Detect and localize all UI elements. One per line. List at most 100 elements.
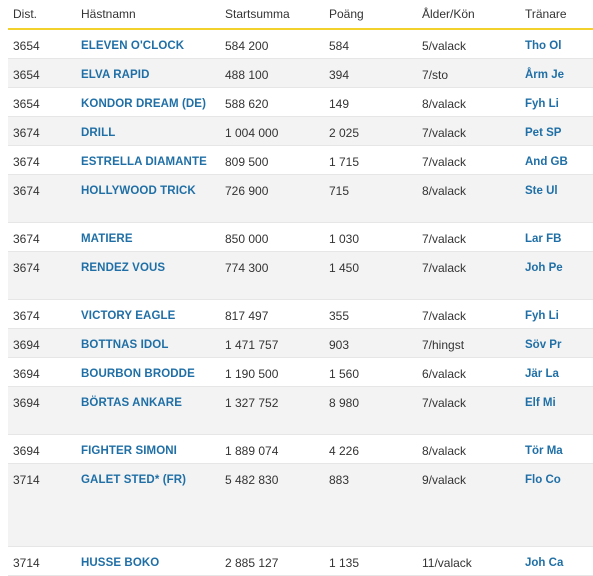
header-age[interactable]: Ålder/Kön xyxy=(417,0,520,30)
dist-cell: 3654 xyxy=(13,39,40,53)
points-cell: 1 030 xyxy=(329,232,360,246)
header-trainer[interactable]: Tränare xyxy=(520,0,593,30)
startsumma-cell: 1 471 757 xyxy=(220,328,324,358)
dist-cell: 3694 xyxy=(8,434,76,464)
dist-cell: 3654 xyxy=(13,68,40,82)
header-sum[interactable]: Startsumma xyxy=(220,0,324,30)
points-cell: 2 025 xyxy=(324,116,417,146)
points-cell: 903 xyxy=(324,328,417,358)
trainer-cell: Ste Ul xyxy=(520,174,593,223)
horse-name-link[interactable]: VICTORY EAGLE xyxy=(81,310,176,322)
trainer-link[interactable]: Elf Mi xyxy=(525,397,556,409)
horse-name-cell: BÖRTAS ANKARE xyxy=(76,386,220,435)
trainer-link[interactable]: Flo Co xyxy=(525,474,561,486)
horse-name-link[interactable]: BÖRTAS ANKARE xyxy=(81,397,182,409)
horse-name-cell: BOTTNAS IDOL xyxy=(76,328,220,358)
startsumma-cell: 1 190 500 xyxy=(220,357,324,387)
horse-name-link[interactable]: HOLLYWOOD TRICK xyxy=(81,185,196,197)
age-gender-cell: 8/valack xyxy=(417,434,520,464)
points-cell: 1 135 xyxy=(329,556,360,570)
header-name[interactable]: Hästnamn xyxy=(76,0,220,30)
trainer-link[interactable]: Ste Ul xyxy=(525,185,558,197)
startsumma-cell: 774 300 xyxy=(225,261,269,275)
dist-cell: 3714 xyxy=(13,473,40,487)
header-points[interactable]: Poäng xyxy=(324,0,417,30)
points-cell: 1 450 xyxy=(329,261,360,275)
trainer-link[interactable]: Lar FB xyxy=(525,233,562,245)
dist-cell: 3674 xyxy=(8,299,76,329)
points-cell: 355 xyxy=(324,299,417,329)
points-cell: 1 560 xyxy=(324,357,417,387)
trainer-cell: And GB xyxy=(520,145,593,175)
startsumma-cell: 809 500 xyxy=(225,155,269,169)
startsumma-cell: 588 620 xyxy=(220,87,324,117)
trainer-link[interactable]: Årm Je xyxy=(525,69,564,81)
startsumma-cell: 850 000 xyxy=(225,232,269,246)
age-gender-cell: 7/hingst xyxy=(417,328,520,358)
table-row: 3714 HUSSE BOKO 2 885 127 1 135 11/valack Joh… xyxy=(8,546,593,576)
age-gender-cell: 7/valack xyxy=(417,222,520,252)
age-gender-cell: 7/sto xyxy=(422,68,449,82)
horse-table: Dist. Hästnamn Startsumma Poäng Ålder/Kö… xyxy=(8,0,593,576)
table-row: 3694 BOURBON BRODDE 1 190 500 1 560 6/valack… xyxy=(8,357,593,387)
dist-cell: 3694 xyxy=(8,357,76,387)
trainer-cell: Elf Mi xyxy=(520,386,593,435)
trainer-link[interactable]: And GB xyxy=(525,156,568,168)
dist-cell: 3694 xyxy=(13,444,40,458)
age-gender-cell: 7/valack xyxy=(422,396,467,410)
points-cell: 584 xyxy=(324,29,417,59)
age-gender-cell: 8/valack xyxy=(417,174,520,223)
points-cell: 1 450 xyxy=(324,251,417,300)
trainer-link[interactable]: Fyh Li xyxy=(525,98,559,110)
horse-name-link[interactable]: DRILL xyxy=(81,127,116,139)
trainer-link[interactable]: Söv Pr xyxy=(525,339,562,351)
horse-name-link[interactable]: KONDOR DREAM (DE) xyxy=(81,98,206,110)
header-dist[interactable]: Dist. xyxy=(8,0,76,30)
horse-name-link[interactable]: MATIERE xyxy=(81,233,133,245)
startsumma-cell: 1 327 752 xyxy=(225,396,279,410)
dist-cell: 3694 xyxy=(13,367,40,381)
trainer-link[interactable]: Tör Ma xyxy=(525,445,563,457)
trainer-link[interactable]: Fyh Li xyxy=(525,310,559,322)
table-row: 3674 VICTORY EAGLE 817 497 355 7/valack Fyh L… xyxy=(8,299,593,329)
startsumma-cell: 726 900 xyxy=(225,184,269,198)
points-cell: 149 xyxy=(329,97,350,111)
points-cell: 584 xyxy=(329,39,350,53)
dist-cell: 3654 xyxy=(8,29,76,59)
points-cell: 149 xyxy=(324,87,417,117)
horse-name-link[interactable]: HUSSE BOKO xyxy=(81,557,160,569)
trainer-link[interactable]: Jär La xyxy=(525,368,559,380)
dist-cell: 3714 xyxy=(8,546,76,576)
age-gender-cell: 7/valack xyxy=(417,386,520,435)
trainer-link[interactable]: Tho Ol xyxy=(525,40,562,52)
startsumma-cell: 488 100 xyxy=(225,68,269,82)
dist-cell: 3674 xyxy=(13,184,40,198)
points-cell: 903 xyxy=(329,338,350,352)
age-gender-cell: 9/valack xyxy=(417,463,520,547)
age-gender-cell: 11/valack xyxy=(422,556,472,570)
trainer-link[interactable]: Pet SP xyxy=(525,127,562,139)
horse-name-cell: MATIERE xyxy=(76,222,220,252)
points-cell: 355 xyxy=(329,309,350,323)
horse-name-cell: DRILL xyxy=(76,116,220,146)
dist-cell: 3674 xyxy=(8,174,76,223)
dist-cell: 3674 xyxy=(8,222,76,252)
trainer-cell: Söv Pr xyxy=(520,328,593,358)
horse-name-link[interactable]: RENDEZ VOUS xyxy=(81,262,166,274)
startsumma-cell: 488 100 xyxy=(220,58,324,88)
horse-name-link[interactable]: BOURBON BRODDE xyxy=(81,368,195,380)
trainer-link[interactable]: Joh Ca xyxy=(525,557,564,569)
horse-name-cell: VICTORY EAGLE xyxy=(76,299,220,329)
horse-name-link[interactable]: ELVA RAPID xyxy=(81,69,150,81)
age-gender-cell: 7/valack xyxy=(417,145,520,175)
points-cell: 2 025 xyxy=(329,126,360,140)
horse-name-link[interactable]: BOTTNAS IDOL xyxy=(81,339,169,351)
age-gender-cell: 8/valack xyxy=(422,97,467,111)
horse-name-link[interactable]: FIGHTER SIMONI xyxy=(81,445,177,457)
horse-name-link[interactable]: ESTRELLA DIAMANTE xyxy=(81,156,207,168)
age-gender-cell: 7/valack xyxy=(417,116,520,146)
startsumma-cell: 588 620 xyxy=(225,97,269,111)
horse-name-link[interactable]: ELEVEN O'CLOCK xyxy=(81,40,185,52)
trainer-link[interactable]: Joh Pe xyxy=(525,262,563,274)
horse-name-link[interactable]: GALET STED* (FR) xyxy=(81,474,187,486)
